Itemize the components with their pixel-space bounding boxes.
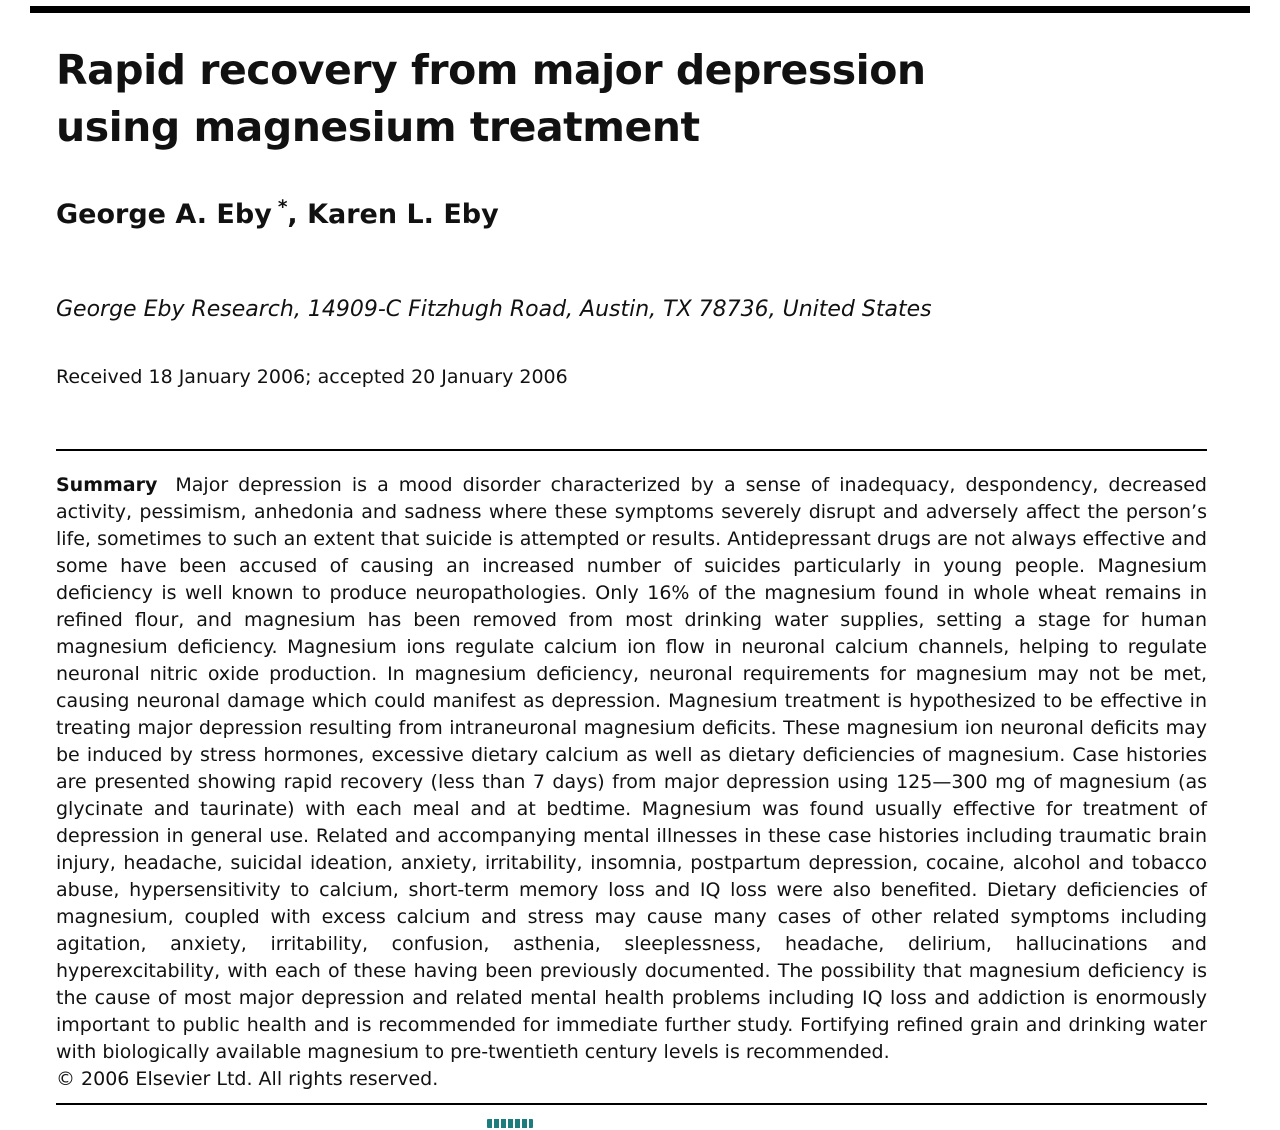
top-rule	[30, 6, 1250, 13]
corresponding-author-asterisk: *	[277, 197, 288, 218]
summary-body: Major depression is a mood disorder char…	[56, 474, 1207, 1063]
paper-title: Rapid recovery from major depression usi…	[56, 42, 1207, 156]
affiliation: George Eby Research, 14909-C Fitzhugh Ro…	[56, 297, 932, 322]
summary-section: Summary Major depression is a mood disord…	[56, 472, 1207, 1093]
clipped-teal-text-fragment	[487, 1119, 533, 1128]
received-accepted-dates: Received 18 January 2006; accepted 20 Ja…	[56, 366, 568, 388]
paper-title-line2: using magnesium treatment	[56, 103, 700, 151]
summary-paragraph: Summary Major depression is a mood disord…	[56, 472, 1207, 1066]
summary-label: Summary	[56, 474, 158, 496]
paper-title-line1: Rapid recovery from major depression	[56, 46, 926, 94]
copyright-line: © 2006 Elsevier Ltd. All rights reserved…	[56, 1068, 439, 1090]
author-list: George A. Eby *, Karen L. Eby	[56, 197, 1207, 230]
divider-rule-above-summary	[56, 449, 1207, 451]
divider-rule-below-summary	[56, 1103, 1207, 1105]
author-first: George A. Eby	[56, 199, 272, 230]
author-rest: , Karen L. Eby	[287, 199, 499, 230]
